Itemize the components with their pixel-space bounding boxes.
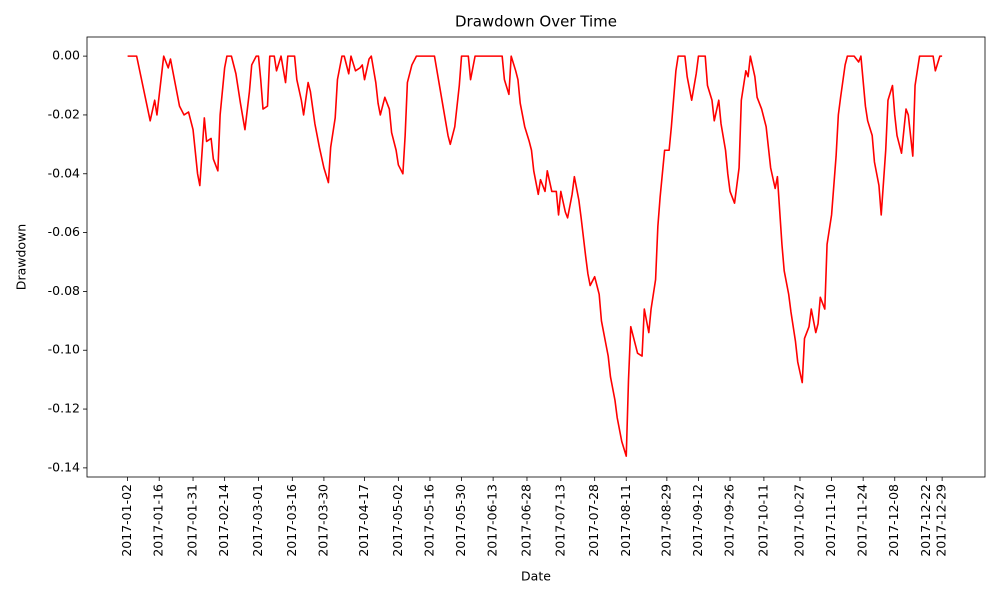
x-tick-label: 2017-11-10 bbox=[823, 484, 838, 557]
x-tick-label: 2017-03-30 bbox=[315, 484, 330, 557]
y-tick-label: -0.12 bbox=[48, 401, 80, 416]
plot-frame bbox=[86, 36, 986, 478]
x-tick-label: 2017-03-16 bbox=[284, 484, 299, 557]
y-tick-label: -0.06 bbox=[48, 224, 80, 239]
x-tick-label: 2017-11-24 bbox=[855, 484, 870, 557]
y-tick-label: -0.08 bbox=[48, 283, 80, 298]
x-tick-label: 2017-01-31 bbox=[185, 484, 200, 557]
x-tick-label: 2017-07-28 bbox=[586, 484, 601, 557]
y-tick-label: -0.14 bbox=[48, 459, 80, 474]
x-tick-label: 2017-08-29 bbox=[658, 484, 673, 557]
y-tick-label: -0.10 bbox=[48, 342, 80, 357]
chart-title: Drawdown Over Time bbox=[455, 13, 617, 31]
y-tick-label: -0.02 bbox=[48, 106, 80, 121]
x-tick-label: 2017-05-02 bbox=[390, 484, 405, 557]
x-tick-label: 2017-10-27 bbox=[791, 484, 806, 557]
x-tick-label: 2017-01-02 bbox=[119, 484, 134, 557]
x-tick-label: 2017-06-13 bbox=[485, 484, 500, 557]
y-tick-label: 0.00 bbox=[52, 48, 80, 63]
x-tick-label: 2017-09-26 bbox=[722, 484, 737, 557]
x-tick-label: 2017-07-13 bbox=[552, 484, 567, 557]
x-tick-label: 2017-04-17 bbox=[356, 484, 371, 557]
x-tick-label: 2017-05-16 bbox=[421, 484, 436, 557]
y-tick-label: -0.04 bbox=[48, 165, 80, 180]
x-tick-label: 2017-02-14 bbox=[216, 484, 231, 557]
x-tick-label: 2017-12-22 bbox=[918, 484, 933, 557]
x-tick-label: 2017-05-30 bbox=[453, 484, 468, 557]
x-tick-label: 2017-09-12 bbox=[690, 484, 705, 557]
x-tick-label: 2017-08-11 bbox=[618, 484, 633, 557]
x-tick-label: 2017-06-28 bbox=[518, 484, 533, 557]
x-tick-label: 2017-12-08 bbox=[886, 484, 901, 557]
x-tick-label: 2017-10-11 bbox=[755, 484, 770, 557]
y-axis-label: Drawdown bbox=[14, 224, 29, 290]
data-line bbox=[127, 55, 943, 457]
x-axis-label: Date bbox=[521, 569, 551, 584]
x-tick-label: 2017-01-16 bbox=[151, 484, 166, 557]
x-tick-label: 2017-03-01 bbox=[250, 484, 265, 557]
x-tick-label: 2017-12-29 bbox=[934, 484, 949, 557]
